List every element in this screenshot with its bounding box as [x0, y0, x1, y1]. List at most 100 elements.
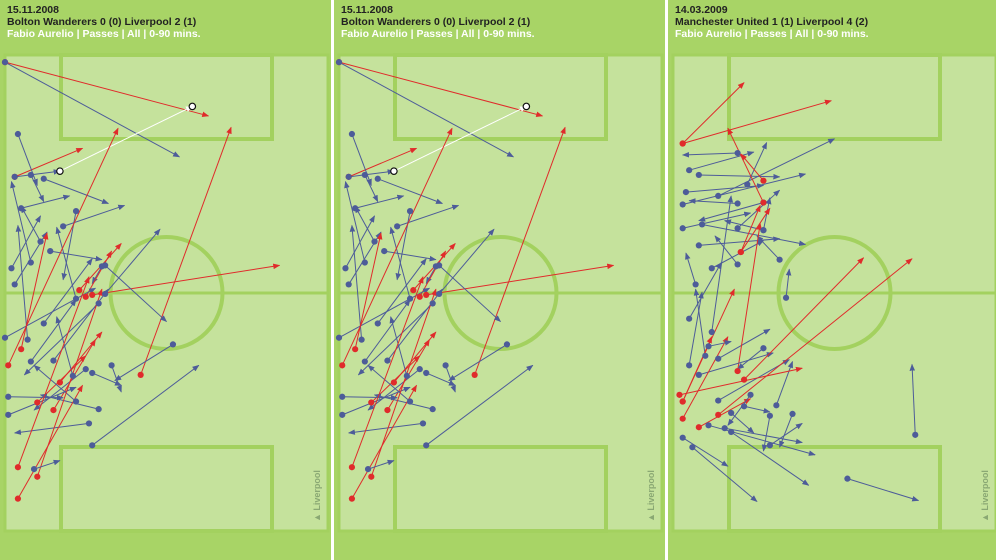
pass-line [10, 180, 32, 263]
pass-origin [34, 399, 41, 406]
penalty-box-bottom [59, 445, 274, 533]
pass-line [354, 205, 375, 242]
pass-line [438, 228, 495, 295]
pass-origin [705, 422, 712, 429]
pass-line [104, 228, 161, 295]
pass-line [698, 352, 774, 376]
pass-origin [782, 294, 790, 301]
pass-line [682, 211, 752, 229]
chart-subtitle-1: Fabio Aurelio | Passes | All | 0-90 mins… [7, 28, 201, 40]
match-date-3: 14.03.2009 [675, 4, 728, 16]
pass-line [393, 105, 527, 172]
pass-line [717, 328, 771, 360]
pass-line [740, 207, 771, 253]
pass-origin [419, 420, 427, 427]
pass-origin [734, 149, 741, 157]
pitch-svg-1 [1, 53, 330, 533]
pass-line [342, 394, 398, 401]
pass-origin [89, 442, 96, 449]
pass-origin [5, 362, 12, 369]
pass-line [345, 215, 375, 269]
pass-line [367, 364, 411, 402]
pass-line [349, 224, 363, 340]
pass-line [50, 250, 103, 262]
pass-line [23, 303, 100, 376]
pass-origin [50, 357, 57, 364]
pass-origin [30, 466, 38, 473]
pass-origin [442, 362, 449, 369]
pass-origin [8, 265, 15, 272]
pass-line [785, 268, 792, 298]
pass-line [55, 316, 74, 376]
pass-origin [503, 341, 511, 348]
pass-line [717, 359, 790, 402]
pass-origin [5, 411, 12, 418]
pass-origin [348, 495, 356, 502]
pass-line [91, 364, 200, 446]
pass-origin [339, 362, 346, 369]
pass-origin [60, 223, 67, 230]
pass-origin [760, 199, 767, 206]
penalty-box-bottom [727, 445, 942, 533]
pass-origin [721, 425, 728, 432]
pass-line [756, 235, 780, 261]
pass-line [761, 415, 771, 452]
pass-line [724, 427, 803, 445]
pitch-svg-3 [671, 53, 996, 533]
key-pass-origin [56, 167, 64, 175]
pass-line [448, 343, 508, 382]
pass-origin [102, 290, 109, 298]
pass-line [682, 82, 745, 144]
pass-origin [760, 345, 767, 352]
pass-origin [11, 281, 18, 288]
pass-origin [410, 287, 417, 294]
pass-origin [384, 357, 391, 364]
pass-origin [348, 464, 356, 471]
pass-origin [361, 259, 368, 266]
pass-line [20, 205, 41, 242]
pass-line [681, 151, 738, 158]
pass-line [743, 405, 771, 414]
pass-line [351, 276, 424, 468]
pass-origin [371, 238, 378, 245]
pass-origin [728, 409, 735, 417]
pass-line [688, 261, 722, 319]
pass-origin [686, 315, 693, 322]
pass-origin [361, 171, 368, 179]
pass-origin [708, 265, 715, 272]
pass-line [377, 258, 427, 324]
pass-origin [734, 225, 741, 232]
pass-origin [384, 406, 391, 414]
pass-origin [734, 367, 741, 375]
pass-origin [744, 181, 751, 188]
pass-origin [686, 362, 693, 369]
pass-line [17, 276, 90, 468]
pass-origin [766, 412, 773, 419]
pass-origin [436, 262, 443, 269]
pass-origin [679, 415, 686, 422]
pass-line [355, 194, 405, 209]
pass-line [717, 138, 836, 197]
pass-origin [760, 177, 767, 184]
pass-line [730, 431, 810, 486]
pass-origin [406, 208, 414, 215]
pass-origin [429, 300, 436, 307]
pass-origin [403, 372, 410, 379]
pass-line [15, 224, 29, 340]
pass-line [717, 258, 913, 416]
penalty-box-bottom [393, 445, 608, 533]
key-pass-end [522, 102, 531, 111]
pass-line [92, 372, 122, 386]
pass-line [474, 126, 566, 376]
pass-line [367, 459, 395, 470]
pass-origin [56, 379, 64, 386]
pass-line [426, 263, 615, 296]
pass-origin [374, 175, 381, 182]
pass-origin [715, 411, 722, 418]
pass-origin [95, 300, 102, 307]
pass-origin [352, 205, 359, 212]
pass-origin [416, 293, 423, 300]
pass-origin [679, 201, 686, 208]
panel-divider-1 [331, 0, 334, 560]
pass-line [14, 147, 84, 178]
